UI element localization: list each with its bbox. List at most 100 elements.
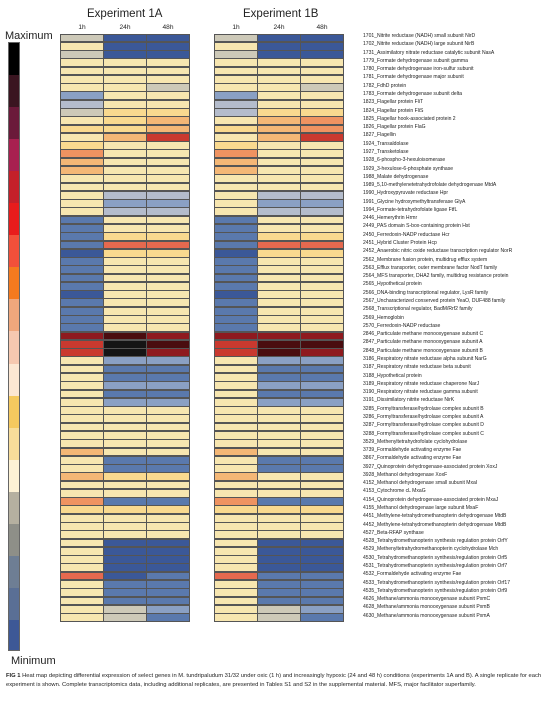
heatmap-cell bbox=[146, 505, 190, 515]
heatmap-cell bbox=[300, 232, 344, 241]
heatmap-cell bbox=[300, 356, 344, 366]
gene-label: 1928_6-phospho-3-hexuloisomerase bbox=[363, 157, 446, 164]
heatmap-cell bbox=[146, 281, 190, 291]
heatmap-cell bbox=[146, 174, 190, 184]
gene-label: 2563_Efflux transporter, outer membrane … bbox=[363, 264, 498, 271]
scale-segment bbox=[9, 107, 19, 140]
heatmap-cell bbox=[300, 364, 344, 374]
gene-label: 1780_Formate dehydrogenase iron-sulfur s… bbox=[363, 66, 474, 73]
heatmap-cell bbox=[146, 108, 190, 117]
time-label-1b-24h: 24h bbox=[273, 24, 285, 31]
heatmap-cell bbox=[257, 613, 301, 622]
gene-label: 3739_Formaldehyde activating enzyme Fae bbox=[363, 447, 462, 454]
heatmap-cell bbox=[146, 290, 190, 299]
gene-label: 3190_Respiratory nitrate reductase gamma… bbox=[363, 389, 478, 396]
heatmap-cell bbox=[300, 306, 344, 316]
heatmap-cell bbox=[146, 613, 190, 622]
gene-label: 1823_Flagellar protein FliT bbox=[363, 99, 424, 106]
heatmap-cell bbox=[103, 613, 147, 622]
gene-label: 4154_Quinoprotein dehydrogenase-associat… bbox=[363, 496, 499, 503]
heatmap-cell bbox=[146, 372, 190, 382]
gene-label: 2565_Hypothetical protein bbox=[363, 281, 422, 288]
heatmap-cell bbox=[300, 472, 344, 482]
heatmap-cell bbox=[146, 497, 190, 506]
gene-label: 1782_FdhD protein bbox=[363, 82, 407, 89]
heatmap-cell bbox=[300, 149, 344, 159]
heatmap-cell bbox=[300, 66, 344, 76]
scale-segment bbox=[9, 267, 19, 300]
heatmap-cell bbox=[300, 165, 344, 175]
heatmap-cell bbox=[146, 116, 190, 126]
gene-label: 2847_Particulate methane monooxygenase s… bbox=[363, 339, 483, 346]
heatmap-cell bbox=[146, 480, 190, 490]
heatmap-cell bbox=[300, 58, 344, 68]
gene-label: 3189_Respiratory nitrate reductase chape… bbox=[363, 380, 480, 387]
heatmap-cell bbox=[300, 265, 344, 275]
heatmap-cell bbox=[146, 522, 190, 531]
heatmap-cell bbox=[300, 604, 344, 614]
heatmap-cell bbox=[146, 364, 190, 374]
gene-label-list: 1701_Nitrite reductase (NADH) small subu… bbox=[363, 32, 512, 620]
gene-label: 2569_Hemoglobin bbox=[363, 314, 404, 321]
gene-label: 1702_Nitrite reductase (NADH) large subu… bbox=[363, 41, 475, 48]
heatmap-cell bbox=[146, 232, 190, 241]
heatmap-cell bbox=[146, 538, 190, 548]
heatmap-cell bbox=[146, 124, 190, 134]
heatmap-cell bbox=[146, 182, 190, 192]
caption-text: Heat map depicting differential expressi… bbox=[6, 673, 542, 689]
gene-label: 3285_Formyltransferase/hydrolase complex… bbox=[363, 405, 484, 412]
heatmap-cell bbox=[146, 248, 190, 258]
heatmap-cell bbox=[300, 124, 344, 134]
heatmap-cell bbox=[300, 273, 344, 283]
gene-label: 4527_Beta-RFAP synthase bbox=[363, 529, 424, 536]
gene-label: 2570_Ferredoxin-NADP reductase bbox=[363, 322, 441, 329]
heatmap-cell bbox=[146, 58, 190, 68]
heatmap-cell bbox=[300, 157, 344, 167]
heatmap-cell bbox=[146, 149, 190, 159]
scale-segment bbox=[9, 587, 19, 621]
heatmap-cell bbox=[300, 290, 344, 299]
scale-segment bbox=[9, 171, 19, 204]
heatmap-cell bbox=[300, 480, 344, 490]
gene-label: 3867_Formaldehyde activating enzyme Fae bbox=[363, 455, 462, 462]
heatmap-cell bbox=[146, 215, 190, 225]
scale-segment bbox=[9, 491, 19, 525]
gene-label: 1929_3-hexulose-6-phosphate synthase bbox=[363, 165, 454, 172]
caption-label: FIG 1 bbox=[6, 673, 21, 679]
heatmap-cell bbox=[300, 108, 344, 117]
heatmap-cell bbox=[146, 315, 190, 324]
gene-label: 3288_Formyltransferase/hydrolase complex… bbox=[363, 430, 484, 437]
heatmap-cell bbox=[300, 397, 344, 407]
heatmap-cell bbox=[300, 215, 344, 225]
color-scale-bar bbox=[8, 42, 20, 651]
heatmap-cell bbox=[300, 116, 344, 126]
heatmap-cell bbox=[60, 613, 104, 622]
heatmap-cell bbox=[300, 406, 344, 415]
heatmap-cell bbox=[146, 563, 190, 573]
heatmap-cell bbox=[300, 99, 344, 109]
heatmap-cell bbox=[300, 430, 344, 440]
gene-label: 4628_Methane/ammonia monooxygenase subun… bbox=[363, 604, 490, 611]
heatmap-cell bbox=[300, 455, 344, 465]
heatmap-cell bbox=[146, 41, 190, 51]
heatmap-cell bbox=[146, 422, 190, 432]
heatmap-cell bbox=[146, 464, 190, 473]
gene-label: 4532_Formaldehyde activating enzyme Fae bbox=[363, 571, 462, 578]
gene-label: 1826_Flagellar protein FlaG bbox=[363, 124, 426, 131]
heatmap-cell bbox=[146, 66, 190, 76]
heatmap-cell bbox=[300, 613, 344, 622]
gene-label: 3186_Respiratory nitrate reductase alpha… bbox=[363, 355, 487, 362]
heatmap-cell bbox=[300, 83, 344, 92]
gene-label: 4630_Methane/ammonia monooxygenase subun… bbox=[363, 612, 490, 619]
heatmap-cell bbox=[300, 522, 344, 531]
gene-label: 1989_5,10-methylenetetrahydrofolate dehy… bbox=[363, 182, 497, 189]
heatmap-grid bbox=[60, 33, 344, 622]
heatmap-cell bbox=[300, 141, 344, 150]
heatmap-cell bbox=[300, 414, 344, 424]
scale-segment bbox=[9, 331, 19, 365]
scale-segment bbox=[9, 43, 19, 76]
gene-label: 3286_Formyltransferase/hydrolase complex… bbox=[363, 413, 484, 420]
heatmap-cell bbox=[300, 571, 344, 581]
heatmap-cell bbox=[300, 298, 344, 308]
heatmap-cell bbox=[146, 571, 190, 581]
